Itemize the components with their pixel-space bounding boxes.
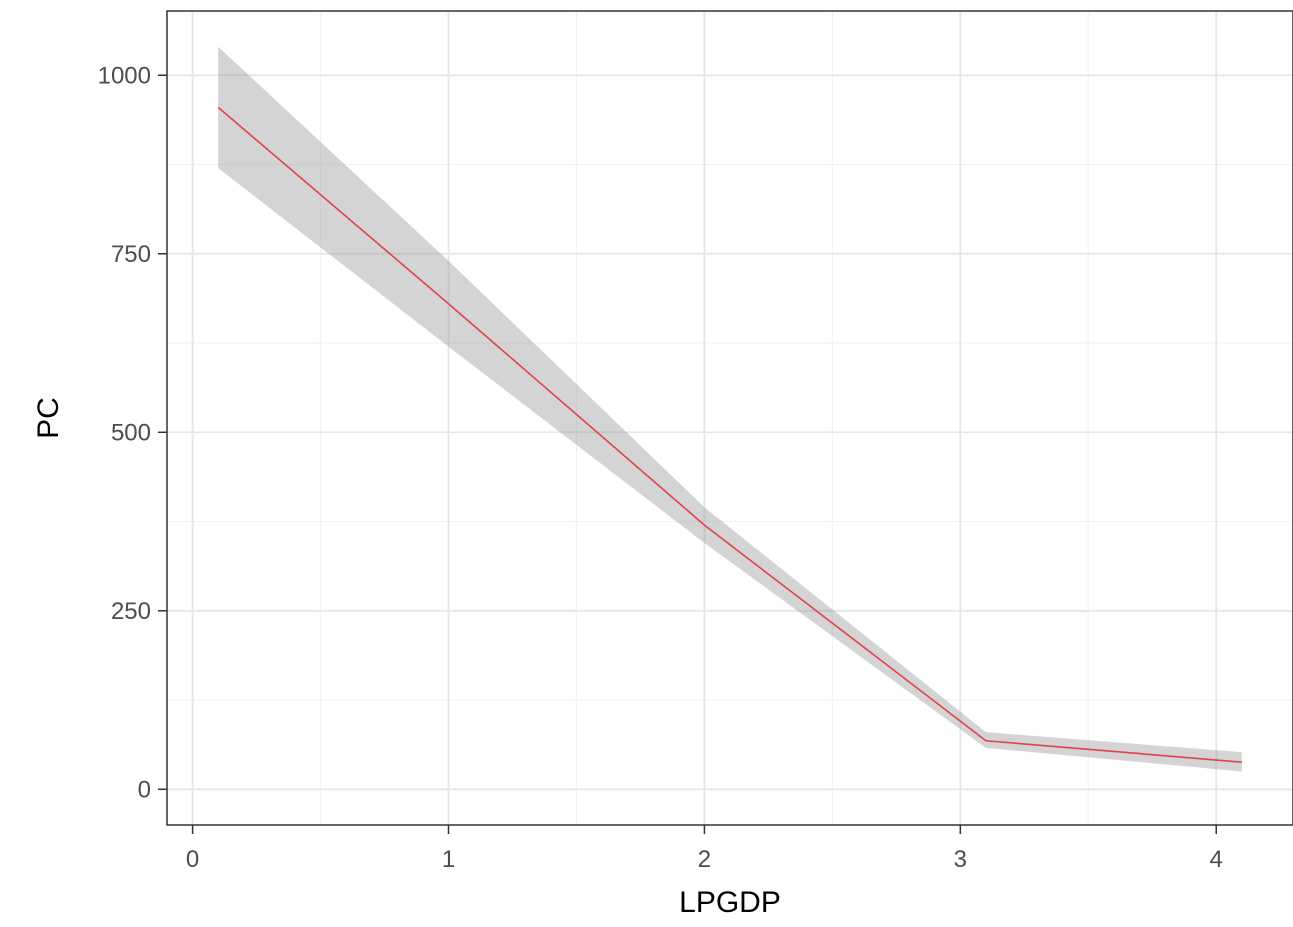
y-tick-label: 0	[138, 776, 151, 803]
minor-gridlines	[167, 11, 1293, 825]
y-tick-label: 750	[111, 241, 151, 268]
y-axis-title: PC	[32, 397, 65, 439]
x-tick-label: 4	[1210, 846, 1223, 873]
x-tick-label: 3	[954, 846, 967, 873]
y-tick-label: 250	[111, 598, 151, 625]
x-tick-label: 2	[698, 846, 711, 873]
major-gridlines	[167, 11, 1293, 825]
panel-border	[167, 11, 1293, 825]
x-tick-label: 1	[442, 846, 455, 873]
x-tick-label: 0	[186, 846, 199, 873]
y-tick-label: 1000	[98, 62, 151, 89]
x-axis-ticks: 0 1 2 3 4	[186, 825, 1223, 873]
y-axis-ticks: 0 250 500 750 1000	[98, 62, 167, 803]
x-axis-title: LPGDP	[679, 886, 781, 919]
y-tick-label: 500	[111, 419, 151, 446]
